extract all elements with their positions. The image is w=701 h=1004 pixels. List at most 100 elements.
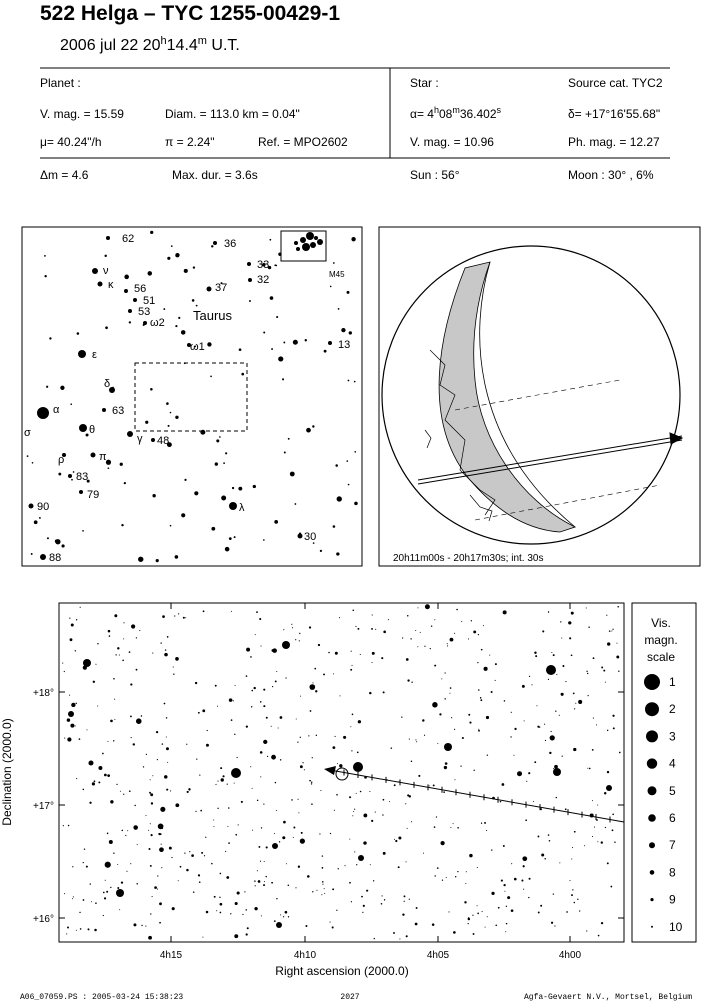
- star: [28, 503, 34, 509]
- star: [502, 610, 507, 615]
- star: [203, 855, 206, 857]
- star: [448, 911, 450, 913]
- legend-mag: 9: [669, 893, 676, 907]
- star: [127, 431, 133, 437]
- star: [227, 825, 229, 827]
- star: [194, 491, 199, 496]
- star: [297, 798, 299, 800]
- star: [276, 897, 278, 900]
- star: [211, 862, 213, 865]
- star: [372, 880, 375, 882]
- star: [454, 632, 456, 634]
- star: [341, 327, 346, 333]
- star: [606, 614, 608, 616]
- star: [486, 754, 489, 756]
- star: [280, 914, 282, 916]
- star: [154, 886, 157, 889]
- star: [308, 735, 310, 737]
- star: [62, 825, 64, 827]
- star: [606, 785, 612, 791]
- star: [347, 379, 350, 382]
- star: [441, 879, 444, 881]
- star: [274, 520, 279, 524]
- star: [252, 484, 256, 489]
- star: [369, 864, 371, 866]
- pleiades-star: [294, 241, 298, 245]
- star: [398, 836, 402, 840]
- star: [523, 720, 525, 722]
- star: [537, 725, 540, 728]
- star: [572, 889, 574, 891]
- star-label: 13: [338, 339, 350, 351]
- star: [69, 617, 71, 619]
- star-label: 79: [87, 489, 99, 501]
- star-label: M45: [329, 270, 345, 279]
- star: [604, 826, 607, 829]
- star: [552, 893, 555, 895]
- star: [289, 471, 295, 477]
- star: [241, 372, 245, 376]
- star: [186, 743, 188, 745]
- star: [259, 617, 262, 621]
- star: [600, 921, 604, 925]
- star: [556, 673, 558, 676]
- star: [40, 554, 46, 560]
- star: [573, 747, 577, 752]
- target-star: [335, 767, 349, 781]
- star: [571, 858, 573, 860]
- star: [464, 901, 467, 904]
- star: [424, 604, 430, 610]
- star: [347, 483, 350, 486]
- x-tick-label: 4h05: [427, 950, 450, 961]
- star: [199, 774, 201, 776]
- star: [163, 308, 166, 310]
- star: [414, 922, 418, 926]
- star: [276, 922, 282, 928]
- star: [82, 899, 85, 901]
- star: [429, 647, 431, 650]
- star: [250, 766, 252, 768]
- star: [165, 747, 169, 751]
- star: [150, 230, 154, 235]
- star: [82, 788, 85, 791]
- star: [85, 865, 88, 868]
- star: [192, 891, 195, 893]
- star: [436, 867, 439, 869]
- star: [359, 653, 361, 655]
- star-label: 33: [257, 259, 269, 271]
- star: [156, 759, 158, 761]
- star-label: ω1: [190, 341, 205, 353]
- star: [267, 265, 272, 270]
- star: [79, 911, 81, 914]
- legend-mag: 8: [669, 865, 676, 879]
- star: [263, 705, 266, 708]
- star: [185, 617, 187, 619]
- star: [374, 811, 376, 813]
- star: [62, 662, 64, 664]
- star: [107, 740, 109, 742]
- star: [256, 799, 259, 802]
- star: [149, 823, 151, 825]
- star: [285, 863, 287, 865]
- star: [166, 636, 169, 638]
- star: [159, 847, 164, 853]
- star: [505, 931, 507, 933]
- star: [231, 610, 233, 612]
- star: [106, 832, 109, 835]
- legend-dot: [646, 758, 658, 769]
- star: [258, 845, 261, 848]
- legend-dot: [651, 925, 653, 928]
- star: [78, 350, 86, 358]
- star: [149, 791, 151, 794]
- legend-title: Vis.: [651, 616, 671, 630]
- legend-dot: [645, 702, 659, 717]
- star: [293, 826, 296, 829]
- star: [503, 700, 506, 702]
- star-label: α: [53, 404, 60, 416]
- star: [507, 896, 511, 900]
- pleiades-star: [296, 247, 300, 251]
- legend-mag: 6: [669, 811, 676, 825]
- star: [219, 902, 223, 906]
- star: [452, 823, 454, 825]
- star: [299, 765, 303, 769]
